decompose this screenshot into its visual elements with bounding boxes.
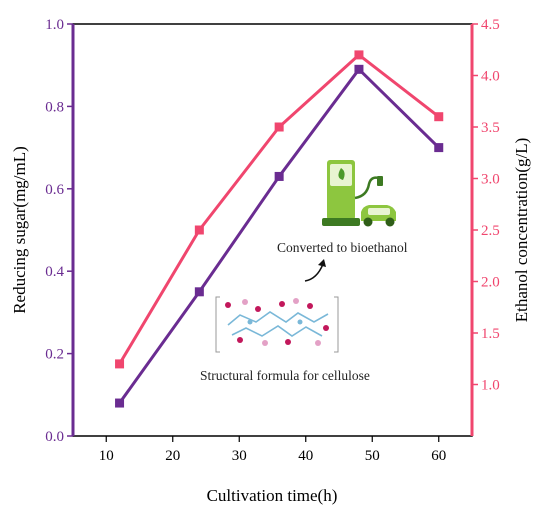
left-y-axis-title: Reducing sugar(mg/mL) [10, 146, 29, 314]
ethanol-concentration-point [354, 50, 364, 60]
right-y-tick-label: 4.0 [481, 69, 500, 85]
reducing-sugar-point [194, 287, 204, 297]
right-y-tick-label: 1.0 [481, 378, 500, 394]
x-axis-title: Cultivation time(h) [207, 486, 338, 505]
structural-annotation: Structural formula for cellulose [200, 368, 370, 383]
left-y-tick-label: 0.6 [45, 182, 64, 198]
series-layer [115, 50, 444, 408]
curved-arrow-head [318, 259, 326, 267]
left-y-tick-label: 0.2 [45, 347, 64, 363]
left-y-tick-label: 0.4 [45, 264, 64, 280]
x-tick-label: 40 [298, 448, 313, 464]
ethanol-concentration-point [274, 122, 284, 132]
right-y-tick-label: 4.5 [481, 17, 500, 33]
x-tick-label: 10 [99, 448, 114, 464]
converted-annotation: Converted to bioethanol [277, 240, 408, 255]
left-y-tick-label: 0.8 [45, 99, 64, 115]
right-y-tick-label: 3.5 [481, 120, 500, 136]
left-y-tick-label: 0.0 [45, 429, 64, 445]
left-y-tick-label: 1.0 [45, 17, 64, 33]
right-y-axis: 1.0 1.5 2.0 2.5 3.0 3.5 4.0 4.5 [472, 17, 500, 394]
reducing-sugar-point [434, 143, 444, 153]
reducing-sugar-point [354, 64, 364, 74]
x-tick-label: 60 [431, 448, 446, 464]
right-y-tick-label: 1.5 [481, 326, 500, 342]
ethanol-concentration-point [434, 112, 444, 122]
x-axis: 10 20 30 40 50 60 [99, 436, 446, 464]
right-y-axis-title: Ethanol concentration(g/L) [512, 138, 531, 323]
car-icon [361, 205, 396, 227]
ethanol-concentration-point [115, 359, 125, 369]
ethanol-concentration-point [194, 225, 204, 235]
reducing-sugar-point [115, 398, 125, 408]
right-y-tick-label: 3.0 [481, 172, 500, 188]
cellulose-structure-icon [215, 296, 339, 353]
left-y-axis: 0.0 0.2 0.4 0.6 0.8 1.0 [45, 17, 73, 445]
right-y-tick-label: 2.0 [481, 275, 500, 291]
right-y-tick-label: 2.5 [481, 223, 500, 239]
x-tick-label: 20 [165, 448, 180, 464]
reducing-sugar-point [274, 171, 284, 181]
ev-charging-station-icon [322, 160, 383, 226]
curved-arrow-icon [304, 263, 324, 282]
reducing-sugar-line [118, 67, 440, 404]
x-tick-label: 50 [365, 448, 380, 464]
x-tick-label: 30 [232, 448, 247, 464]
